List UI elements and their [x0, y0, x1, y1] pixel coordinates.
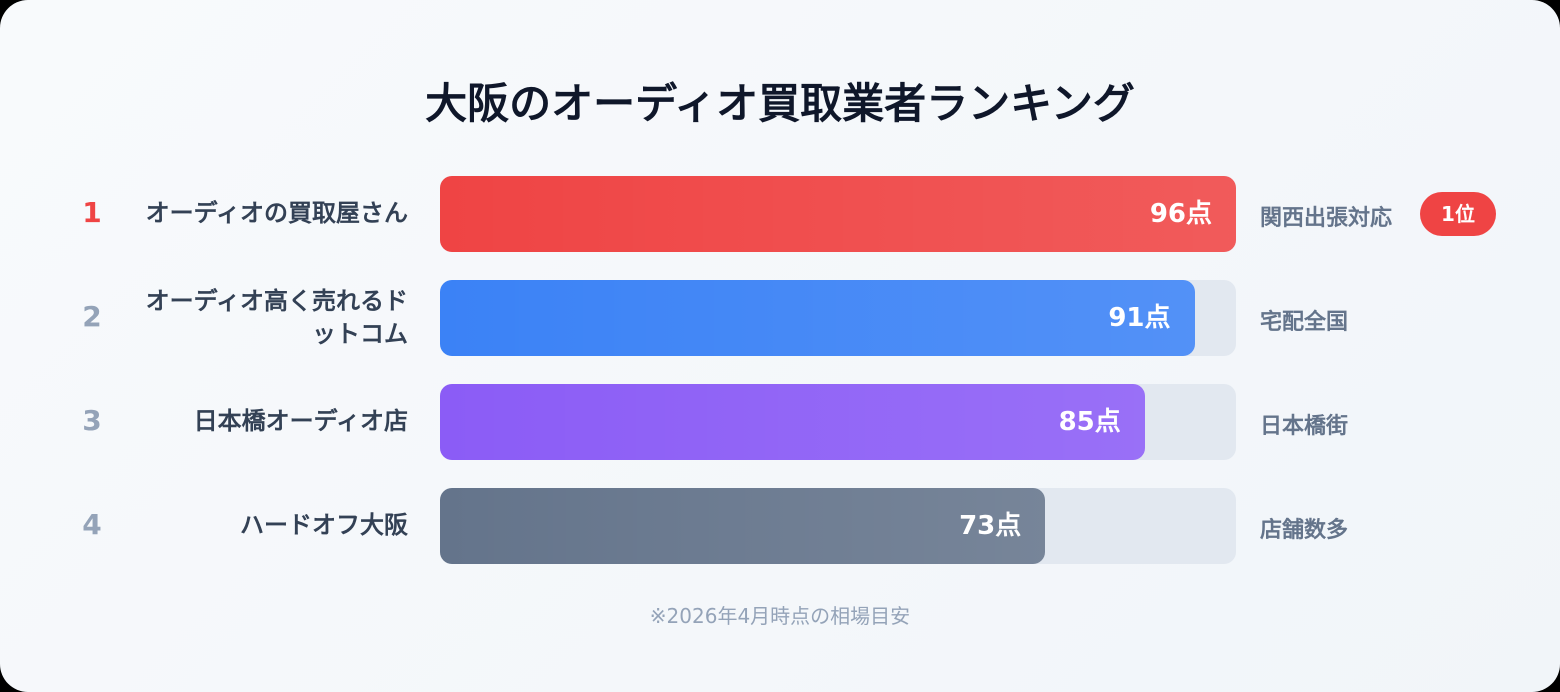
rank-label: 4 — [82, 508, 102, 541]
badge: 1位 — [1420, 192, 1496, 236]
rank-label: 3 — [82, 404, 102, 437]
category-label: 日本橋オーディオ店 — [193, 407, 408, 435]
category-label: オーディオ高く売れるドットコム — [145, 286, 408, 349]
category-label: ハードオフ大阪 — [240, 511, 408, 539]
value-label: 96点 — [1149, 199, 1212, 229]
note-label: 宅配全国 — [1260, 310, 1349, 335]
value-label: 91点 — [1108, 303, 1171, 333]
note-label: 日本橋街 — [1260, 414, 1349, 439]
bar-track: 96点 — [440, 176, 1236, 252]
rank-label: 1 — [82, 196, 102, 229]
value-label: 85点 — [1058, 407, 1121, 437]
rank-label: 2 — [82, 300, 102, 333]
bar-track: 91点 — [440, 280, 1236, 356]
note-label: 店舗数多 — [1260, 518, 1349, 543]
bar-track: 73点 — [440, 488, 1236, 564]
bar: 91点 — [440, 280, 1195, 356]
category-label: オーディオの買取屋さん — [145, 199, 408, 227]
bar: 96点 — [440, 176, 1236, 252]
note-label: 関西出張対応 — [1260, 206, 1393, 231]
chart-title: 大阪のオーディオ買取業者ランキング — [425, 79, 1135, 128]
bar: 85点 — [440, 384, 1145, 460]
bar-track: 85点 — [440, 384, 1236, 460]
bar: 73点 — [440, 488, 1046, 564]
value-label: 73点 — [959, 511, 1022, 541]
footnote: ※2026年4月時点の相場目安 — [649, 604, 911, 628]
